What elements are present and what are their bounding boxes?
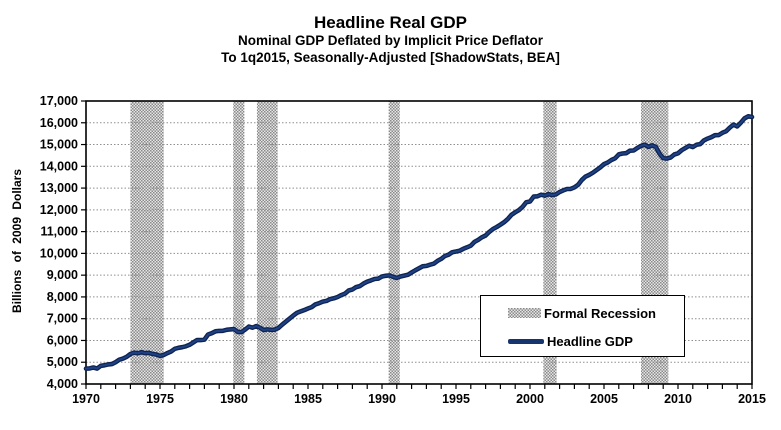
x-tick-label: 1985: [294, 392, 322, 406]
chart-subtitle-line1: Nominal GDP Deflated by Implicit Price D…: [237, 33, 544, 49]
gdp-line-swatch-icon: [508, 338, 544, 344]
title-block: Headline Real GDP Nominal GDP Deflated b…: [0, 12, 781, 67]
legend-item-formal-recession: Formal Recession: [508, 305, 656, 321]
chart-subtitle-line2: To 1q2015, Seasonally-Adjusted [ShadowSt…: [221, 50, 560, 66]
y-tick-label: 9,000: [47, 268, 78, 282]
x-tick-label: 1980: [220, 392, 248, 406]
x-tick-label: 2015: [738, 392, 766, 406]
y-tick-label: 10,000: [40, 246, 78, 260]
y-tick-label: 7,000: [47, 312, 78, 326]
y-tick-label: 4,000: [47, 377, 78, 391]
legend-label-formal-recession: Formal Recession: [544, 305, 656, 321]
recession-band: [130, 101, 164, 384]
x-tick-label: 2005: [590, 392, 618, 406]
chart-title: Headline Real GDP: [313, 13, 468, 32]
plot-border: [85, 100, 753, 385]
x-tick-label: 1975: [146, 392, 174, 406]
y-tick-label: 5,000: [47, 355, 78, 369]
y-tick-label: 15,000: [40, 138, 78, 152]
y-tick-label: 6,000: [47, 333, 78, 347]
x-tick-label: 2010: [664, 392, 692, 406]
recession-band: [233, 101, 245, 384]
recession-band: [388, 101, 400, 384]
recession-band: [256, 101, 278, 384]
y-tick-label: 14,000: [40, 159, 78, 173]
x-tick-label: 2000: [516, 392, 544, 406]
x-tick-label: 1995: [442, 392, 470, 406]
legend-item-headline-gdp: Headline GDP: [508, 333, 633, 349]
y-tick-label: 13,000: [40, 181, 78, 195]
legend-label-headline-gdp: Headline GDP: [547, 333, 633, 349]
legend: Formal Recession Headline GDP: [480, 295, 685, 357]
y-tick-label: 11,000: [40, 225, 78, 239]
gdp-line-core: [85, 115, 753, 370]
y-tick-label: 12,000: [40, 203, 78, 217]
y-tick-label: 17,000: [40, 94, 78, 108]
x-tick-label: 1990: [368, 392, 396, 406]
x-tick-label: 1970: [72, 392, 100, 406]
y-tick-label: 16,000: [40, 116, 78, 130]
y-tick-label: 8,000: [47, 290, 78, 304]
recession-band-swatch-icon: [508, 308, 541, 318]
